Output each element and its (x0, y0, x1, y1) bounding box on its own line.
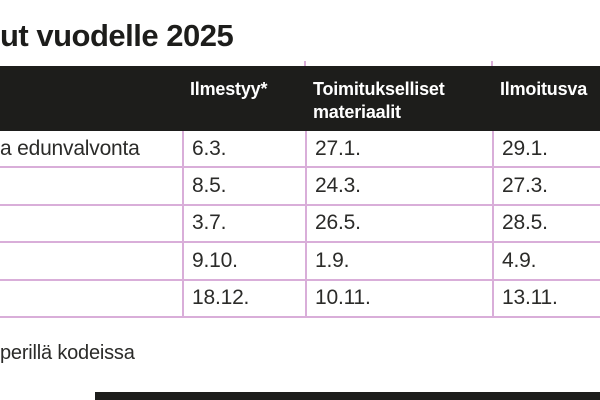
footnote-text: perillä kodeissa (0, 342, 135, 364)
cell-materiaalit: 10.11. (305, 280, 492, 316)
page-title: ut vuodelle 2025 (0, 18, 234, 53)
cell-theme (0, 281, 182, 316)
cell-ilmoitus: 13.11. (492, 280, 600, 316)
table-row: a edunvalvonta 6.3. 27.1. 29.1. (0, 131, 600, 169)
cell-ilmestyy: 8.5. (182, 168, 305, 204)
table-row: 3.7. 26.5. 28.5. (0, 205, 600, 244)
cell-ilmoitus: 29.1. (492, 131, 600, 167)
header-cell-toimitukselliset-materiaalit: Toimitukselliset materiaalit (313, 79, 445, 122)
header-cell-ilmestyy: Ilmestyy* (190, 79, 268, 99)
table-body: a edunvalvonta 6.3. 27.1. 29.1. 8.5. 24.… (0, 131, 600, 318)
cell-theme (0, 206, 182, 241)
cell-ilmestyy: 18.12. (182, 280, 305, 316)
table-row: 8.5. 24.3. 27.3. (0, 168, 600, 206)
table-row: 9.10. 1.9. 4.9. (0, 243, 600, 281)
publication-schedule-table: Ilmestyy* Toimitukselliset materiaalit I… (0, 66, 600, 318)
cell-materiaalit: 27.1. (305, 131, 492, 167)
next-section-header-partial (95, 392, 600, 400)
cell-ilmoitus: 4.9. (492, 243, 600, 279)
header-cell-ilmoitusvaraukset: Ilmoitusva (500, 79, 588, 99)
grid-line-tick (491, 61, 493, 66)
cell-materiaalit: 26.5. (305, 205, 492, 242)
cell-theme: a edunvalvonta (0, 136, 140, 160)
table-row: 18.12. 10.11. 13.11. (0, 280, 600, 318)
cell-ilmestyy: 9.10. (182, 243, 305, 279)
grid-line-tick (304, 61, 306, 66)
cell-theme (0, 243, 182, 278)
cell-ilmoitus: 28.5. (492, 205, 600, 242)
table-header-row: Ilmestyy* Toimitukselliset materiaalit I… (0, 66, 600, 131)
cell-ilmoitus: 27.3. (492, 168, 600, 204)
cell-materiaalit: 24.3. (305, 168, 492, 204)
cell-materiaalit: 1.9. (305, 243, 492, 279)
cell-theme (0, 168, 182, 203)
header-cell-theme (0, 66, 182, 131)
cell-ilmestyy: 6.3. (182, 131, 305, 167)
cell-ilmestyy: 3.7. (182, 205, 305, 242)
